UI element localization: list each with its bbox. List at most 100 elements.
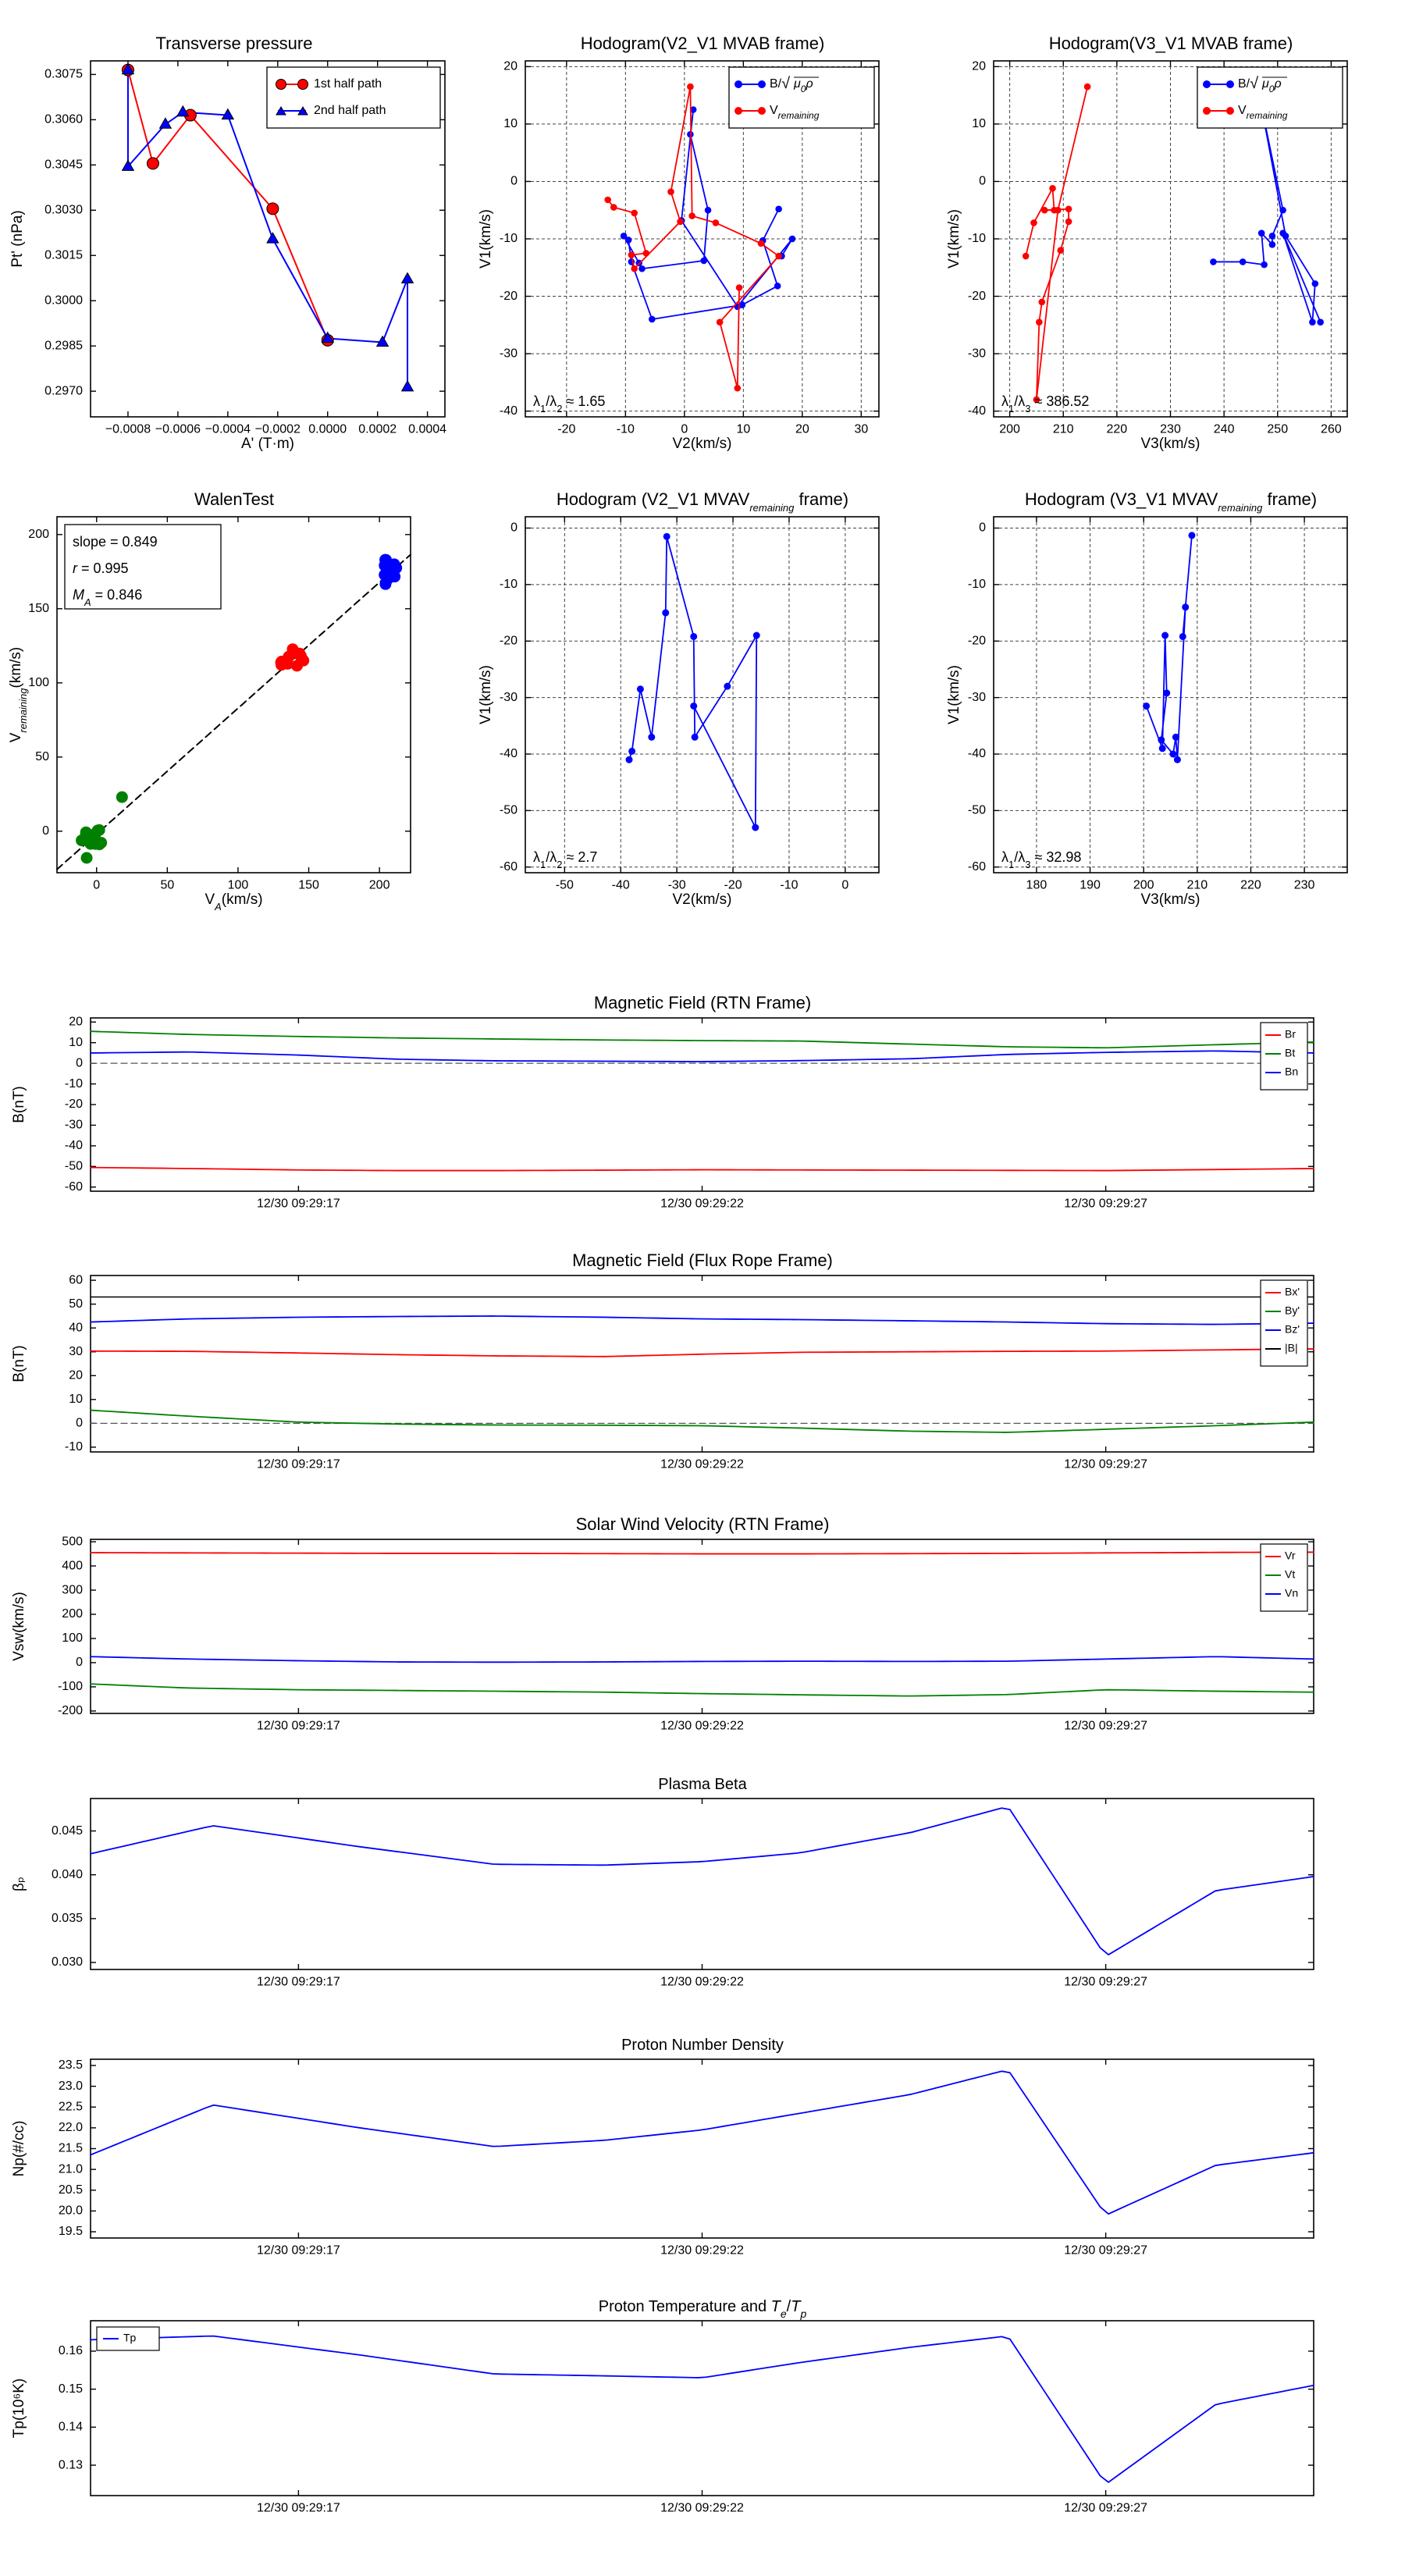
svg-text:0: 0 bbox=[979, 521, 986, 535]
svg-text:10: 10 bbox=[736, 422, 750, 436]
svg-text:−0.0008: −0.0008 bbox=[105, 422, 151, 436]
svg-text:0.0002: 0.0002 bbox=[358, 422, 397, 436]
svg-text:B/√: B/√ bbox=[770, 75, 790, 92]
svg-text:19.5: 19.5 bbox=[59, 2225, 83, 2238]
svg-text:0.030: 0.030 bbox=[52, 1955, 83, 1969]
svg-text:20.0: 20.0 bbox=[59, 2204, 83, 2218]
svg-text:12/30 09:29:27: 12/30 09:29:27 bbox=[1064, 1975, 1147, 1988]
svg-text:-50: -50 bbox=[968, 804, 986, 817]
svg-text:220: 220 bbox=[1107, 422, 1128, 436]
svg-text:-10: -10 bbox=[968, 578, 986, 591]
svg-text:40: 40 bbox=[69, 1321, 83, 1334]
svg-text:100: 100 bbox=[62, 1631, 83, 1645]
svg-text:Vn: Vn bbox=[1285, 1587, 1298, 1599]
svg-text:Proton Temperature and Te/Tp: Proton Temperature and Te/Tp bbox=[599, 2298, 807, 2320]
svg-text:50: 50 bbox=[35, 750, 49, 763]
svg-text:50: 50 bbox=[160, 878, 174, 891]
svg-text:180: 180 bbox=[1026, 878, 1048, 891]
svg-text:V1(km/s): V1(km/s) bbox=[946, 665, 962, 724]
svg-text:V1(km/s): V1(km/s) bbox=[478, 209, 494, 269]
svg-text:12/30 09:29:27: 12/30 09:29:27 bbox=[1064, 2501, 1147, 2514]
svg-text:0.3075: 0.3075 bbox=[44, 68, 83, 81]
svg-text:150: 150 bbox=[298, 878, 319, 891]
svg-text:Vr: Vr bbox=[1285, 1550, 1296, 1562]
svg-text:10: 10 bbox=[972, 117, 986, 130]
svg-text:Hodogram(V3_V1 MVAB frame): Hodogram(V3_V1 MVAB frame) bbox=[1049, 34, 1293, 53]
svg-text:Vsw(km/s): Vsw(km/s) bbox=[11, 1592, 27, 1661]
svg-text:Hodogram (V2_V1 MVAVremaining: Hodogram (V2_V1 MVAVremaining frame) bbox=[557, 489, 848, 514]
svg-text:23.0: 23.0 bbox=[59, 2080, 83, 2093]
svg-text:12/30 09:29:17: 12/30 09:29:17 bbox=[257, 1197, 340, 1210]
svg-text:12/30 09:29:17: 12/30 09:29:17 bbox=[257, 1457, 340, 1471]
svg-text:30: 30 bbox=[69, 1345, 83, 1358]
svg-text:12/30 09:29:22: 12/30 09:29:22 bbox=[660, 2501, 744, 2514]
svg-text:0: 0 bbox=[76, 1056, 83, 1069]
svg-text:230: 230 bbox=[1160, 422, 1181, 436]
svg-text:0.3000: 0.3000 bbox=[44, 294, 83, 307]
svg-text:0.0000: 0.0000 bbox=[308, 422, 347, 436]
svg-text:V1(km/s): V1(km/s) bbox=[946, 209, 962, 269]
svg-text:Transverse pressure: Transverse pressure bbox=[156, 34, 313, 53]
svg-text:400: 400 bbox=[62, 1559, 83, 1572]
svg-text:200: 200 bbox=[62, 1607, 83, 1621]
svg-text:-50: -50 bbox=[556, 878, 574, 891]
svg-text:12/30 09:29:27: 12/30 09:29:27 bbox=[1064, 1197, 1147, 1210]
svg-text:0.15: 0.15 bbox=[59, 2382, 83, 2396]
svg-text:10: 10 bbox=[69, 1393, 83, 1406]
svg-text:Tp(10⁶K): Tp(10⁶K) bbox=[11, 2379, 27, 2438]
svg-text:-40: -40 bbox=[968, 404, 986, 418]
svg-text:500: 500 bbox=[62, 1535, 83, 1548]
svg-text:Proton Number Density: Proton Number Density bbox=[621, 2037, 784, 2054]
svg-text:-30: -30 bbox=[668, 878, 686, 891]
svg-text:10: 10 bbox=[503, 117, 518, 130]
svg-text:10: 10 bbox=[69, 1036, 83, 1049]
svg-text:-20: -20 bbox=[557, 422, 575, 436]
svg-text:300: 300 bbox=[62, 1583, 83, 1596]
svg-text:200: 200 bbox=[999, 422, 1020, 436]
svg-text:-30: -30 bbox=[500, 347, 518, 360]
svg-text:-20: -20 bbox=[968, 634, 986, 647]
svg-text:12/30 09:29:22: 12/30 09:29:22 bbox=[660, 1719, 744, 1732]
svg-text:12/30 09:29:22: 12/30 09:29:22 bbox=[660, 1457, 744, 1471]
svg-text:200: 200 bbox=[369, 878, 390, 891]
svg-text:Tp: Tp bbox=[123, 2332, 137, 2344]
svg-text:Np(#/cc): Np(#/cc) bbox=[11, 2121, 27, 2177]
svg-text:Vremaining(km/s): Vremaining(km/s) bbox=[8, 647, 29, 743]
svg-text:200: 200 bbox=[1133, 878, 1154, 891]
svg-text:−0.0004: −0.0004 bbox=[205, 422, 251, 436]
svg-text:200: 200 bbox=[28, 528, 49, 541]
svg-text:150: 150 bbox=[28, 602, 49, 615]
svg-text:Br: Br bbox=[1285, 1028, 1296, 1041]
svg-text:100: 100 bbox=[28, 676, 49, 689]
svg-text:20: 20 bbox=[503, 60, 518, 73]
svg-text:0.2970: 0.2970 bbox=[44, 384, 83, 397]
svg-text:|B|: |B| bbox=[1285, 1342, 1298, 1354]
svg-text:0.3015: 0.3015 bbox=[44, 248, 83, 262]
svg-text:12/30 09:29:17: 12/30 09:29:17 bbox=[257, 1975, 340, 1988]
svg-text:12/30 09:29:17: 12/30 09:29:17 bbox=[257, 2243, 340, 2257]
svg-text:-10: -10 bbox=[968, 232, 986, 245]
svg-text:0.040: 0.040 bbox=[52, 1868, 83, 1881]
svg-text:2nd half path: 2nd half path bbox=[314, 104, 386, 117]
svg-text:WalenTest: WalenTest bbox=[194, 489, 274, 509]
svg-text:-10: -10 bbox=[617, 422, 635, 436]
svg-text:260: 260 bbox=[1321, 422, 1342, 436]
svg-text:-20: -20 bbox=[500, 634, 518, 647]
svg-text:-20: -20 bbox=[500, 290, 518, 303]
svg-text:0: 0 bbox=[76, 1656, 83, 1669]
svg-text:Vt: Vt bbox=[1285, 1568, 1295, 1581]
svg-text:VA(km/s): VA(km/s) bbox=[205, 891, 262, 913]
svg-text:B(nT): B(nT) bbox=[11, 1086, 27, 1123]
svg-text:50: 50 bbox=[69, 1297, 83, 1311]
svg-text:Bt: Bt bbox=[1285, 1047, 1295, 1059]
svg-text:22.0: 22.0 bbox=[59, 2121, 83, 2134]
svg-text:-60: -60 bbox=[65, 1180, 83, 1194]
svg-text:12/30 09:29:22: 12/30 09:29:22 bbox=[660, 1975, 744, 1988]
svg-text:12/30 09:29:27: 12/30 09:29:27 bbox=[1064, 2243, 1147, 2257]
svg-text:B(nT): B(nT) bbox=[11, 1345, 27, 1382]
svg-text:20: 20 bbox=[69, 1016, 83, 1029]
svg-text:Plasma Beta: Plasma Beta bbox=[658, 1776, 747, 1793]
svg-text:βₚ: βₚ bbox=[11, 1877, 27, 1891]
svg-text:-50: -50 bbox=[500, 804, 518, 817]
svg-text:20: 20 bbox=[795, 422, 809, 436]
